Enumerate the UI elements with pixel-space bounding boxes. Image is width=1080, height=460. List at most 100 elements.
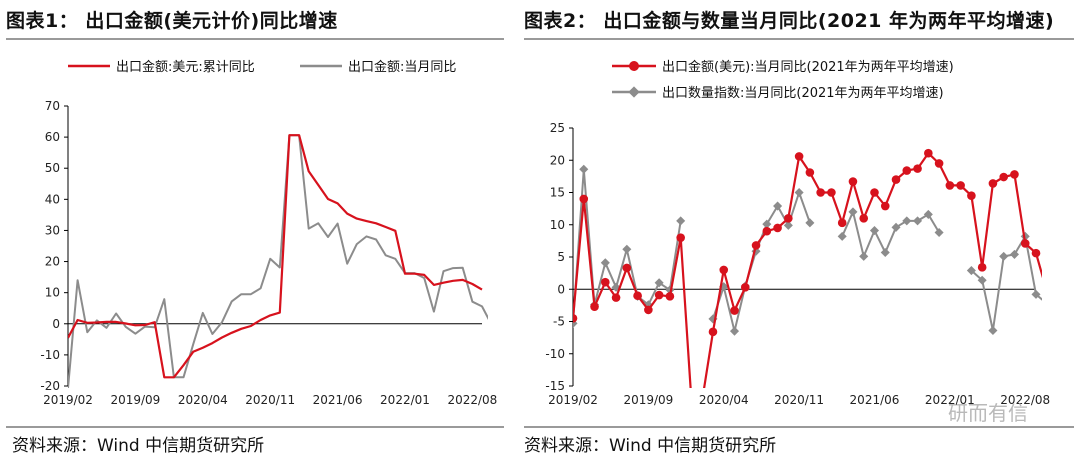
legend-text-volume: 出口数量指数:当月同比(2021年为两年平均增速) (662, 86, 944, 101)
right-point-0 (805, 168, 815, 177)
right-point-1 (600, 258, 610, 268)
right-point-0 (1042, 287, 1051, 296)
left-y-tick-label: 70 (45, 99, 60, 113)
right-point-0 (956, 181, 965, 190)
right-point-0 (859, 214, 869, 223)
left-series-line-0 (68, 134, 483, 379)
legend-text-monthly: 出口金额:当月同比 (348, 59, 456, 75)
left-source-note: 资料来源：Wind 中信期货研究所 (12, 436, 265, 456)
right-point-1 (999, 251, 1009, 261)
right-point-1 (622, 244, 632, 254)
right-point-0 (816, 188, 825, 197)
right-y-tick-label: 15 (550, 186, 565, 200)
left-y-tick-label: 30 (45, 223, 60, 237)
right-point-0 (870, 188, 879, 197)
right-point-1 (837, 231, 847, 241)
right-point-0 (784, 214, 793, 223)
right-x-tick-label: 2021/06 (850, 393, 900, 407)
right-point-0 (751, 241, 761, 250)
right-point-1 (913, 216, 923, 226)
right-point-0 (1010, 170, 1019, 179)
left-y-tick-label: 40 (45, 192, 60, 206)
right-point-1 (579, 164, 589, 174)
right-point-1 (988, 326, 998, 336)
right-point-0 (945, 181, 955, 190)
right-point-1 (848, 207, 858, 217)
right-point-0 (579, 194, 589, 204)
left-bottom-rule (6, 426, 504, 428)
left-chart: 出口金额:美元:累计同比 出口金额:当月同比 -20 -10 0 10 20 30 40 50… (40, 59, 497, 407)
right-series-line-0 (573, 152, 1042, 388)
left-chart-title: 图表1： 出口金额(美元计价)同比增速 (6, 10, 338, 32)
right-y-tick-label: 0 (557, 282, 565, 296)
right-x-tick-label: 2020/11 (774, 393, 824, 407)
right-point-0 (999, 172, 1008, 182)
left-x-tick-label: 2020/11 (245, 393, 295, 407)
right-point-0 (676, 233, 685, 242)
right-x-tick-label: 2020/04 (699, 393, 749, 407)
legend-text-cumulative: 出口金额:美元:累计同比 (116, 59, 255, 75)
right-y-tick-label: 20 (550, 153, 565, 167)
left-top-rule (6, 38, 504, 40)
right-point-0 (1020, 239, 1030, 248)
right-point-0 (848, 177, 858, 186)
right-point-1 (1042, 299, 1051, 308)
right-point-1 (783, 220, 793, 230)
right-point-1 (869, 226, 880, 236)
right-point-0 (611, 293, 621, 302)
right-x-tick-label: 2019/02 (548, 393, 598, 407)
right-point-1 (794, 187, 804, 198)
right-point-0 (719, 265, 729, 275)
right-point-0 (967, 191, 976, 201)
left-y-tick-label: 50 (45, 161, 60, 175)
right-point-0 (794, 152, 804, 161)
right-point-1 (923, 209, 933, 219)
right-point-0 (880, 201, 890, 211)
right-point-1 (966, 266, 976, 276)
right-point-1 (676, 216, 686, 226)
right-y-tick-label: -10 (545, 347, 565, 361)
right-point-1 (859, 251, 869, 261)
left-x-tick-label: 2020/04 (178, 393, 228, 407)
right-point-0 (837, 218, 847, 228)
right-point-1 (891, 222, 901, 232)
right-chart: 出口金额(美元):当月同比(2021年为两年平均增速) 出口数量指数:当月同比(… (545, 59, 1051, 425)
right-point-0 (827, 188, 836, 197)
legend-marker-volume (628, 86, 640, 98)
left-x-tick-label: 2019/09 (110, 393, 160, 407)
right-point-1 (805, 218, 815, 228)
right-series-0 (573, 148, 1051, 388)
right-point-0 (601, 277, 610, 287)
right-point-1 (729, 326, 740, 336)
right-point-0 (590, 302, 599, 311)
right-point-0 (762, 226, 772, 236)
left-series-line-1 (68, 134, 488, 388)
right-legend: 出口金额(美元):当月同比(2021年为两年平均增速) 出口数量指数:当月同比(… (612, 59, 954, 101)
right-point-1 (1009, 249, 1019, 259)
right-point-0 (1031, 248, 1041, 258)
right-point-0 (977, 263, 987, 272)
right-chart-title: 图表2： 出口金额与数量当月同比(2021 年为两年平均增速) (524, 10, 1055, 32)
right-point-0 (924, 148, 933, 158)
right-point-0 (708, 327, 718, 337)
legend-text-value: 出口金额(美元):当月同比(2021年为两年平均增速) (662, 59, 954, 75)
right-point-0 (891, 175, 901, 184)
right-point-0 (573, 313, 578, 323)
right-bottom-rule (524, 426, 1074, 428)
right-source-note: 资料来源：Wind 中信期货研究所 (524, 436, 777, 456)
right-x-tick-label: 2019/09 (623, 393, 673, 407)
left-x-tick-label: 2021/06 (313, 393, 363, 407)
right-point-1 (934, 227, 944, 238)
right-y-tick-label: -15 (545, 379, 565, 393)
left-y-tick-label: -10 (40, 348, 60, 362)
right-point-0 (622, 263, 632, 273)
right-point-1 (880, 247, 890, 258)
right-x-tick-label: 2022/08 (1000, 393, 1050, 407)
left-y-tick-label: 0 (52, 317, 60, 331)
right-point-1 (1031, 289, 1041, 299)
right-point-0 (934, 159, 944, 168)
legend-marker-value (629, 61, 639, 71)
watermark-text: 研而有信 (948, 401, 1028, 425)
left-y-tick-label: 10 (45, 286, 60, 300)
left-y-tick-label: 20 (45, 255, 60, 269)
